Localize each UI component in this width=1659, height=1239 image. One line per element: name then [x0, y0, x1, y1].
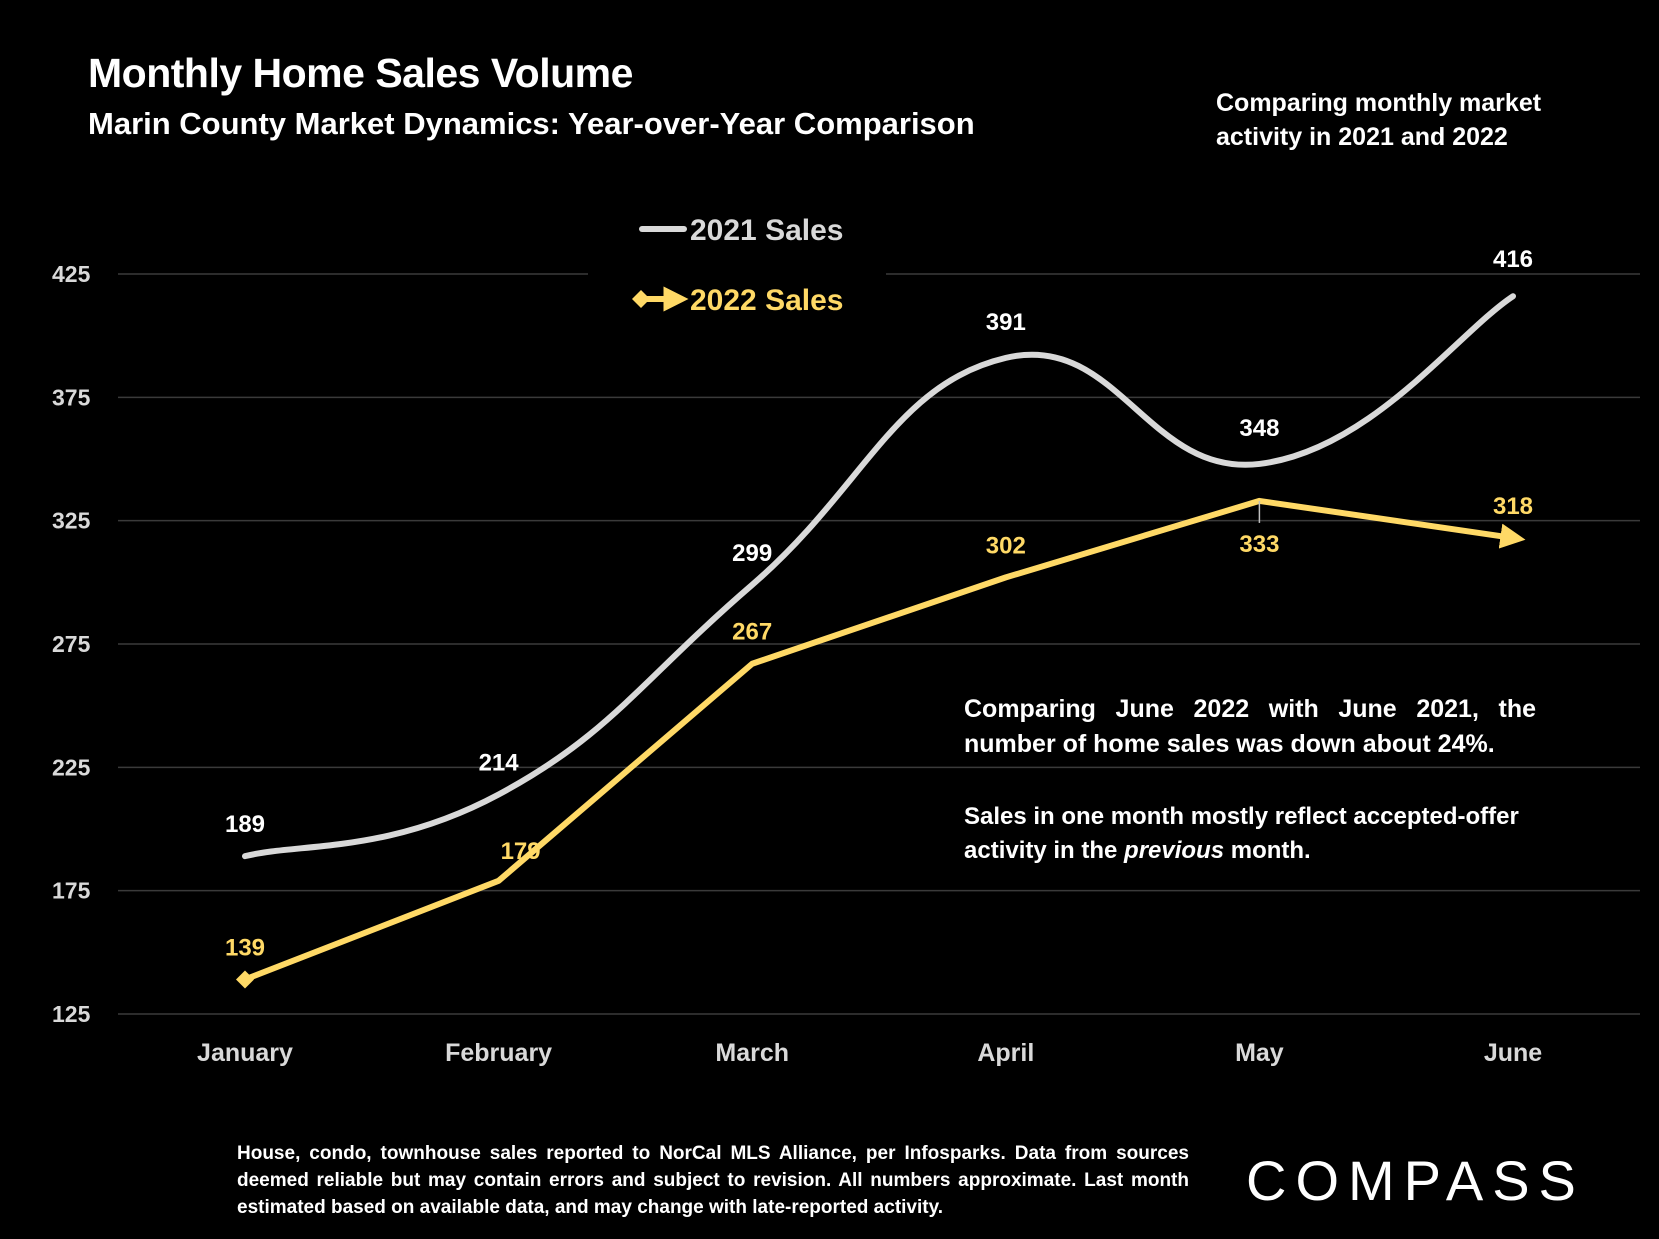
legend-label-2021: 2021 Sales [690, 214, 843, 247]
data-label-2022: 139 [225, 934, 265, 961]
data-label-2022: 318 [1493, 493, 1533, 520]
legend-diamond-2022 [632, 290, 650, 308]
y-tick-label: 425 [52, 261, 91, 287]
comparison-note: Comparing monthly market activity in 202… [1216, 89, 1542, 151]
data-label-2022: 302 [986, 532, 1026, 559]
data-label-2022: 179 [501, 838, 541, 865]
x-tick-label: February [445, 1039, 552, 1067]
data-label-2022: 333 [1239, 531, 1279, 558]
compass-logo: COMPASS [1246, 1149, 1585, 1212]
chart-subtitle: Marin County Market Dynamics: Year-over-… [88, 106, 975, 141]
series-lines [236, 293, 1526, 989]
y-tick-label: 375 [52, 384, 91, 410]
series-line-2021 [242, 293, 1516, 860]
y-axis-ticks: 125 175 225 275 325 375 425 [52, 261, 91, 1027]
data-label-2021: 348 [1239, 415, 1279, 442]
x-tick-label: April [977, 1039, 1034, 1067]
series-line-2022 [243, 497, 1526, 983]
series-2022-start-marker [236, 970, 254, 989]
y-tick-label: 325 [52, 508, 91, 534]
legend-label-2022: 2022 Sales [690, 284, 843, 317]
y-tick-label: 175 [52, 878, 91, 904]
data-label-2022: 267 [732, 619, 772, 646]
y-tick-label: 125 [52, 1001, 91, 1027]
data-label-2021: 189 [225, 811, 265, 838]
commentary-june-comparison: Comparing June 2022 with June 2021, the … [964, 695, 1536, 758]
legend: 2021 Sales 2022 Sales [588, 205, 886, 325]
y-tick-label: 275 [52, 631, 91, 657]
x-tick-label: January [197, 1039, 293, 1067]
data-label-2021: 391 [986, 309, 1026, 336]
commentary-text-after: month. [1224, 837, 1311, 864]
y-tick-label: 225 [52, 754, 91, 780]
data-label-2021: 416 [1493, 246, 1533, 273]
data-label-2021: 214 [479, 749, 520, 776]
commentary-emphasis: previous [1124, 837, 1225, 864]
source-footnote: House, condo, townhouse sales reported t… [237, 1143, 1189, 1218]
data-label-2021: 299 [732, 540, 772, 567]
commentary-text-before: Sales in one month mostly reflect accept… [964, 803, 1519, 864]
x-tick-label: March [715, 1039, 789, 1067]
x-tick-label: June [1484, 1039, 1542, 1067]
x-axis-ticks: January February March April May June [197, 1039, 1542, 1067]
gridlines [118, 273, 1640, 1015]
data-labels: 189 214 299 391 348 416 139 179 267 302 333 318 [225, 246, 1533, 961]
legend-box [588, 205, 886, 325]
chart-title: Monthly Home Sales Volume [88, 50, 633, 96]
x-tick-label: May [1235, 1039, 1284, 1067]
commentary-sales-note: Sales in one month mostly reflect accept… [964, 800, 1536, 868]
